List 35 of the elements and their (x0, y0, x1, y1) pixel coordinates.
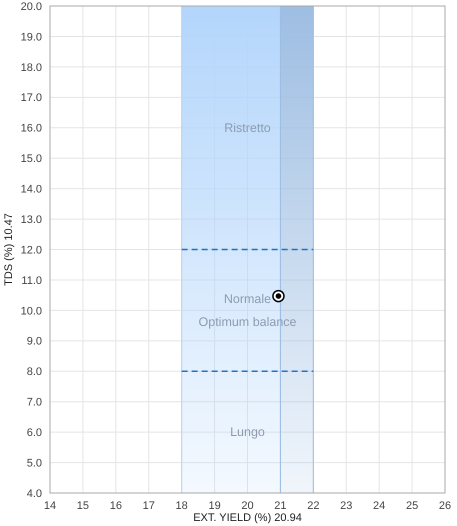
x-tick-label: 22 (307, 500, 320, 512)
x-tick-label: 20 (241, 500, 254, 512)
x-tick-label: 25 (406, 500, 418, 512)
y-tick-label: 10.0 (20, 305, 42, 318)
y-tick-label: 13.0 (20, 214, 42, 226)
y-tick-label: 4.0 (26, 488, 42, 500)
x-tick-label: 18 (176, 500, 188, 512)
y-tick-label: 15.0 (20, 153, 42, 166)
x-tick-label: 19 (208, 500, 221, 512)
y-tick-label: 5.0 (26, 457, 42, 470)
annotation: Ristretto (224, 120, 271, 135)
y-tick-label: 6.0 (26, 427, 42, 440)
y-tick-label: 7.0 (26, 396, 42, 409)
annotation: Lungo (230, 425, 265, 440)
y-tick-label: 14.0 (20, 184, 42, 196)
x-tick-label: 15 (76, 500, 90, 512)
y-tick-label: 17.0 (20, 92, 42, 104)
y-tick-label: 9.0 (26, 336, 42, 348)
x-tick-label: 24 (373, 500, 386, 512)
y-tick-label: 18.0 (20, 62, 42, 74)
y-tick-label: 16.0 (20, 122, 42, 135)
y-axis-title: TDS (%) 10.47 (2, 213, 15, 286)
y-tick-label: 19.0 (20, 31, 42, 44)
x-axis-title: EXT. YIELD (%) 20.94 (193, 512, 302, 524)
x-tick-label: 26 (438, 500, 452, 512)
x-tick-label: 16 (110, 500, 122, 512)
y-tick-label: 12.0 (20, 244, 42, 256)
x-tick-label: 23 (340, 500, 352, 512)
x-tick-label: 21 (274, 500, 287, 512)
x-tick-label: 17 (142, 500, 155, 512)
annotation: Normale (224, 292, 272, 306)
x-tick-label: 14 (44, 500, 56, 512)
y-tick-label: 11.0 (21, 274, 42, 287)
y-tick-label: 20.0 (20, 0, 42, 13)
y-tick-label: 8.0 (26, 366, 42, 378)
